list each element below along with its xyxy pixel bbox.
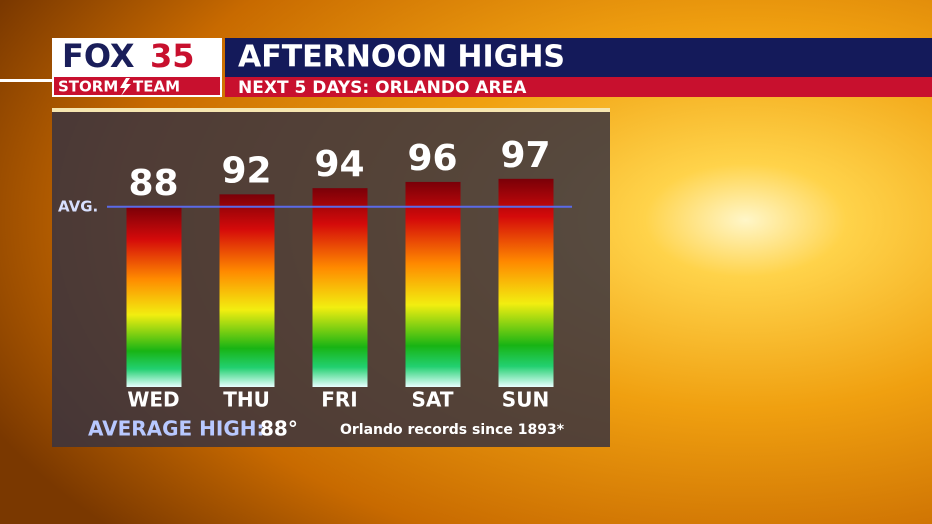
- avg-label: AVG.: [58, 198, 98, 216]
- panel-border: [52, 108, 610, 112]
- value-label: 94: [314, 144, 364, 185]
- chart-subtitle: NEXT 5 DAYS: ORLANDO AREA: [238, 78, 527, 98]
- logo-bottom: [54, 77, 220, 95]
- value-label: 88: [128, 163, 178, 204]
- title-bar: [225, 38, 932, 77]
- subtitle-bar: [225, 77, 932, 97]
- average-label: AVERAGE HIGH:: [88, 417, 265, 441]
- chart-title: AFTERNOON HIGHS: [238, 40, 565, 75]
- logo-top: [54, 40, 220, 76]
- value-label: 92: [221, 150, 271, 191]
- x-tick-label: SAT: [412, 388, 454, 412]
- bar: [219, 194, 275, 387]
- logo-network: FOX: [62, 37, 135, 75]
- bar: [498, 178, 554, 387]
- x-tick-label: WED: [127, 388, 179, 412]
- accent-line: [0, 79, 60, 82]
- value-label: 96: [407, 138, 457, 179]
- logo-team-right: TEAM: [133, 78, 180, 96]
- logo-channel: 35: [150, 37, 195, 75]
- bar: [312, 188, 368, 387]
- footnote: Orlando records since 1893*: [340, 422, 565, 438]
- average-value: 88°: [260, 417, 298, 441]
- bar: [126, 206, 182, 387]
- lightning-icon: [120, 78, 131, 96]
- logo-team-left: STORM: [58, 78, 118, 96]
- bar: [405, 181, 461, 387]
- x-tick-label: SUN: [502, 388, 549, 412]
- x-tick-label: THU: [223, 388, 270, 412]
- x-tick-label: FRI: [321, 388, 358, 412]
- value-label: 97: [500, 135, 550, 176]
